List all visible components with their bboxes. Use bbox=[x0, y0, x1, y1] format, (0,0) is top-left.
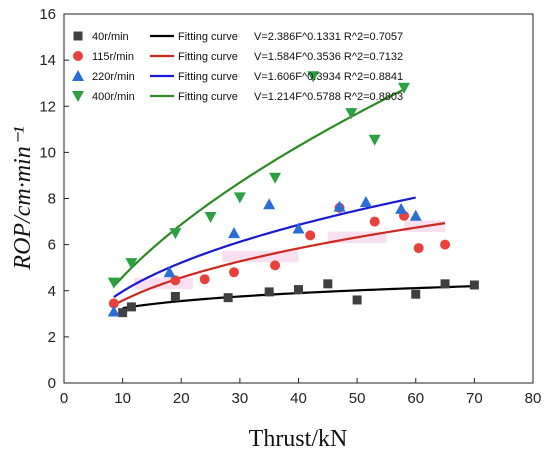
data-point bbox=[398, 82, 411, 94]
data-point bbox=[233, 192, 246, 204]
data-point bbox=[163, 266, 176, 278]
legend-fit-label: Fitting curve bbox=[178, 71, 238, 83]
x-tick-label: 50 bbox=[349, 390, 366, 407]
data-point bbox=[352, 295, 362, 305]
data-point bbox=[73, 51, 83, 61]
data-point bbox=[359, 195, 372, 207]
data-point bbox=[307, 71, 320, 83]
data-point bbox=[169, 228, 182, 240]
x-tick-label: 0 bbox=[60, 390, 68, 407]
data-point bbox=[469, 280, 479, 290]
data-point bbox=[228, 227, 241, 239]
fit-curve bbox=[113, 222, 446, 307]
data-point bbox=[413, 243, 424, 254]
y-tick-label: 8 bbox=[48, 191, 56, 208]
data-point bbox=[107, 305, 120, 317]
data-point bbox=[125, 258, 138, 270]
legend-series-name: 400r/min bbox=[92, 91, 135, 103]
y-tick-label: 4 bbox=[48, 283, 56, 300]
data-point bbox=[270, 260, 281, 271]
legend-series-name: 40r/min bbox=[92, 31, 129, 43]
legend-series-name: 220r/min bbox=[92, 71, 135, 83]
data-point bbox=[72, 70, 84, 81]
data-point bbox=[333, 200, 346, 212]
x-tick-label: 20 bbox=[173, 390, 190, 407]
legend-fit-equation: V=1.584F^0.3536 R^2=0.7132 bbox=[254, 51, 403, 63]
legend-fit-equation: V=2.386F^0.1331 R^2=0.7057 bbox=[254, 31, 403, 43]
data-point bbox=[204, 211, 217, 223]
data-point bbox=[345, 108, 358, 120]
y-tick-label: 14 bbox=[39, 52, 56, 69]
legend-series-name: 115r/min bbox=[92, 51, 134, 63]
y-tick-label: 10 bbox=[39, 144, 56, 161]
x-tick-label: 80 bbox=[525, 390, 542, 407]
x-tick-label: 10 bbox=[114, 390, 131, 407]
data-point bbox=[369, 216, 380, 227]
data-point bbox=[409, 209, 422, 221]
x-tick-label: 40 bbox=[290, 390, 307, 407]
data-point bbox=[170, 292, 180, 302]
x-tick-label: 30 bbox=[232, 390, 249, 407]
data-point bbox=[126, 302, 136, 312]
x-tick-label: 70 bbox=[466, 390, 483, 407]
legend-fit-equation: V=1.214F^0.5788 R^2=0.8803 bbox=[254, 91, 403, 103]
fit-curves bbox=[113, 88, 475, 310]
y-tick-label: 12 bbox=[39, 98, 56, 115]
data-point bbox=[368, 134, 381, 146]
data-point bbox=[73, 31, 83, 41]
plot-frame bbox=[63, 13, 534, 384]
data-point bbox=[223, 293, 233, 303]
y-tick-label: 2 bbox=[48, 329, 56, 346]
data-point bbox=[107, 277, 120, 289]
data-point bbox=[294, 285, 303, 295]
data-point bbox=[263, 198, 276, 210]
legend-fit-label: Fitting curve bbox=[178, 31, 238, 43]
y-axis-title: ROP/cm·min⁻¹ bbox=[10, 126, 36, 270]
fit-curve bbox=[113, 88, 405, 288]
data-point bbox=[305, 230, 316, 241]
data-point bbox=[170, 275, 181, 286]
legend-fit-label: Fitting curve bbox=[178, 91, 238, 103]
legend-fit-equation: V=1.606F^0.3934 R^2=0.8841 bbox=[254, 71, 403, 83]
data-point bbox=[395, 202, 408, 214]
legend-fit-label: Fitting curve bbox=[178, 51, 238, 63]
x-tick-label: 60 bbox=[407, 390, 424, 407]
data-point bbox=[199, 274, 210, 285]
data-point bbox=[229, 267, 240, 278]
data-point bbox=[264, 287, 274, 297]
y-tick-label: 0 bbox=[48, 375, 56, 392]
data-point bbox=[292, 222, 305, 234]
axis-ticks: 0 10 20 30 40 50 60 70 80 0 2 4 6 8 10 12 14 16 bbox=[39, 6, 541, 407]
x-axis-title: Thrust/kN bbox=[249, 426, 348, 452]
data-point bbox=[118, 308, 128, 318]
legend: 40r/min Fitting curve V=2.386F^0.1331 R^2=… bbox=[72, 31, 403, 103]
data-point bbox=[440, 239, 451, 250]
y-tick-label: 16 bbox=[39, 6, 56, 23]
data-points bbox=[107, 71, 479, 318]
data-point bbox=[72, 91, 84, 102]
data-point bbox=[440, 279, 450, 289]
data-point bbox=[269, 172, 282, 184]
y-tick-label: 6 bbox=[48, 237, 56, 254]
fit-curve bbox=[113, 196, 416, 298]
data-point bbox=[108, 298, 119, 309]
data-point bbox=[411, 289, 421, 299]
data-point bbox=[323, 279, 333, 289]
